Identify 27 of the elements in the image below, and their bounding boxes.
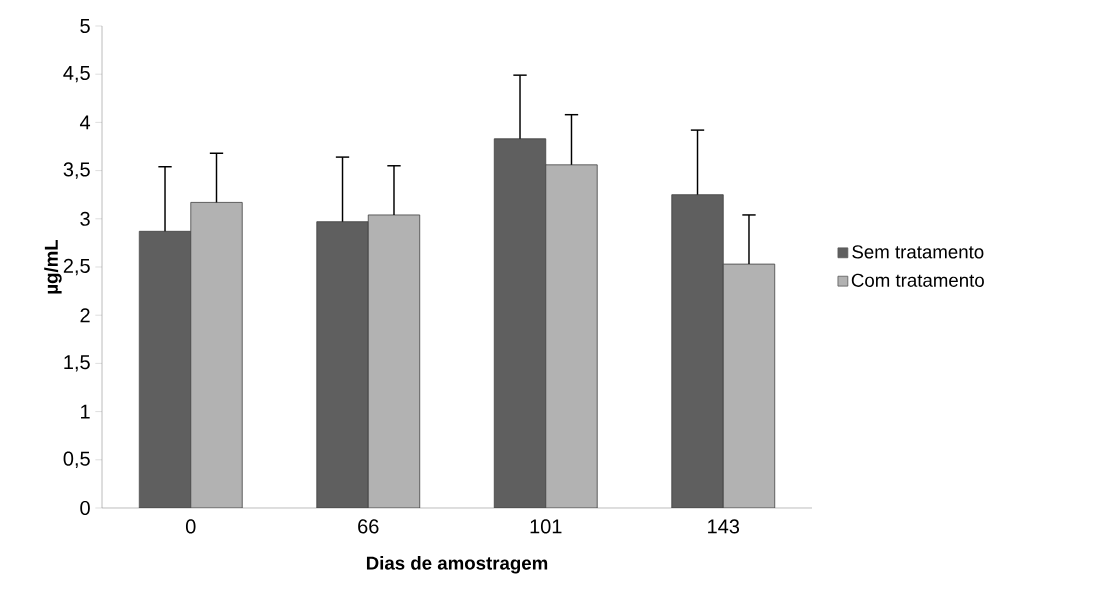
y-tick-label: 4,5 <box>63 66 90 83</box>
x-tick-label: 66 <box>358 519 379 534</box>
bar <box>722 263 776 508</box>
y-tick-label: 2 <box>80 308 90 323</box>
x-tick-label: 101 <box>530 519 562 534</box>
y-tick-label: 0,5 <box>63 451 90 469</box>
y-tick-label: 1,5 <box>64 355 90 372</box>
bar <box>138 230 192 508</box>
bar <box>190 202 243 508</box>
y-tick-label: 0 <box>80 500 90 516</box>
y-tick-label: 1 <box>81 404 90 419</box>
x-tick-label: 143 <box>708 519 740 534</box>
x-axis-title: Dias de amostragem <box>366 556 548 574</box>
y-tick-label: 4 <box>79 115 91 130</box>
y-tick-label: 3,5 <box>63 162 90 179</box>
y-axis-title: µg/mL <box>44 239 62 294</box>
bar <box>671 194 724 508</box>
bar <box>493 138 547 508</box>
legend-label: Sem tratamento <box>852 245 984 259</box>
y-tick-label: 3 <box>80 211 90 226</box>
bar <box>316 221 369 508</box>
y-tick-label: 2,5 <box>63 258 90 276</box>
x-tick-label: 0 <box>185 519 196 534</box>
legend-label: Com tratamento <box>851 273 984 287</box>
bar <box>367 214 421 508</box>
bar <box>545 164 598 508</box>
y-tick-label: 5 <box>80 19 90 33</box>
